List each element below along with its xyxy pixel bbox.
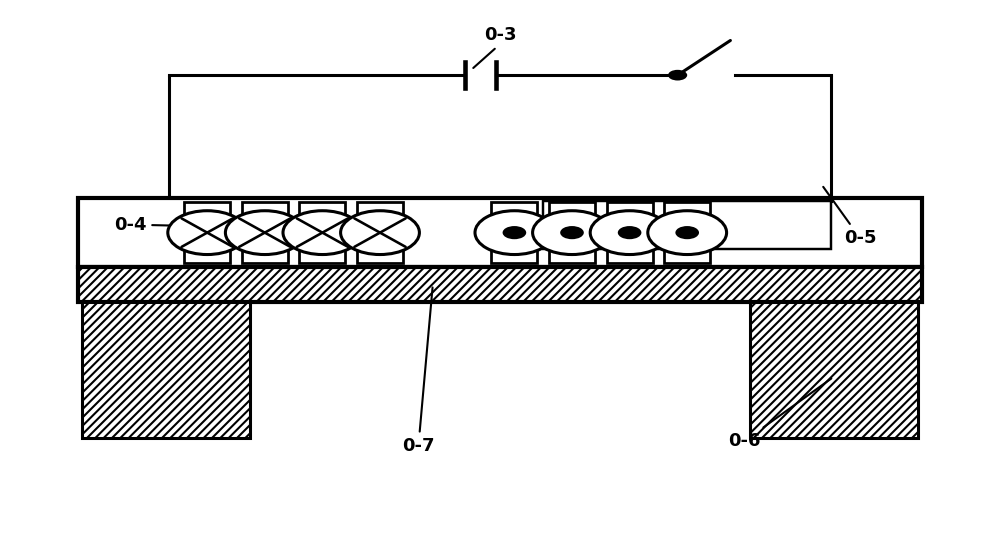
Bar [750, 302, 918, 438]
Circle shape [283, 211, 362, 255]
Bar [357, 202, 403, 263]
Bar [242, 202, 288, 263]
Circle shape [341, 211, 419, 255]
Text: 0-7: 0-7 [402, 287, 435, 455]
Circle shape [533, 211, 611, 255]
Circle shape [560, 226, 584, 239]
Circle shape [618, 226, 641, 239]
Bar [491, 202, 537, 263]
Bar [607, 202, 653, 263]
Circle shape [503, 226, 526, 239]
Text: 0-6: 0-6 [729, 379, 831, 450]
Circle shape [648, 211, 727, 255]
Bar [549, 202, 595, 263]
Bar [299, 202, 345, 263]
Circle shape [225, 211, 304, 255]
Bar [78, 267, 922, 302]
Circle shape [475, 211, 554, 255]
Circle shape [668, 70, 687, 81]
Bar [543, 201, 831, 249]
Circle shape [590, 211, 669, 255]
Bar [78, 198, 922, 267]
Circle shape [168, 211, 247, 255]
Bar [664, 202, 710, 263]
Bar [184, 202, 230, 263]
Circle shape [675, 226, 699, 239]
Bar [82, 302, 250, 438]
Text: 0-3: 0-3 [473, 26, 516, 68]
Text: 0-5: 0-5 [823, 187, 876, 247]
Text: 0-4: 0-4 [114, 216, 176, 234]
